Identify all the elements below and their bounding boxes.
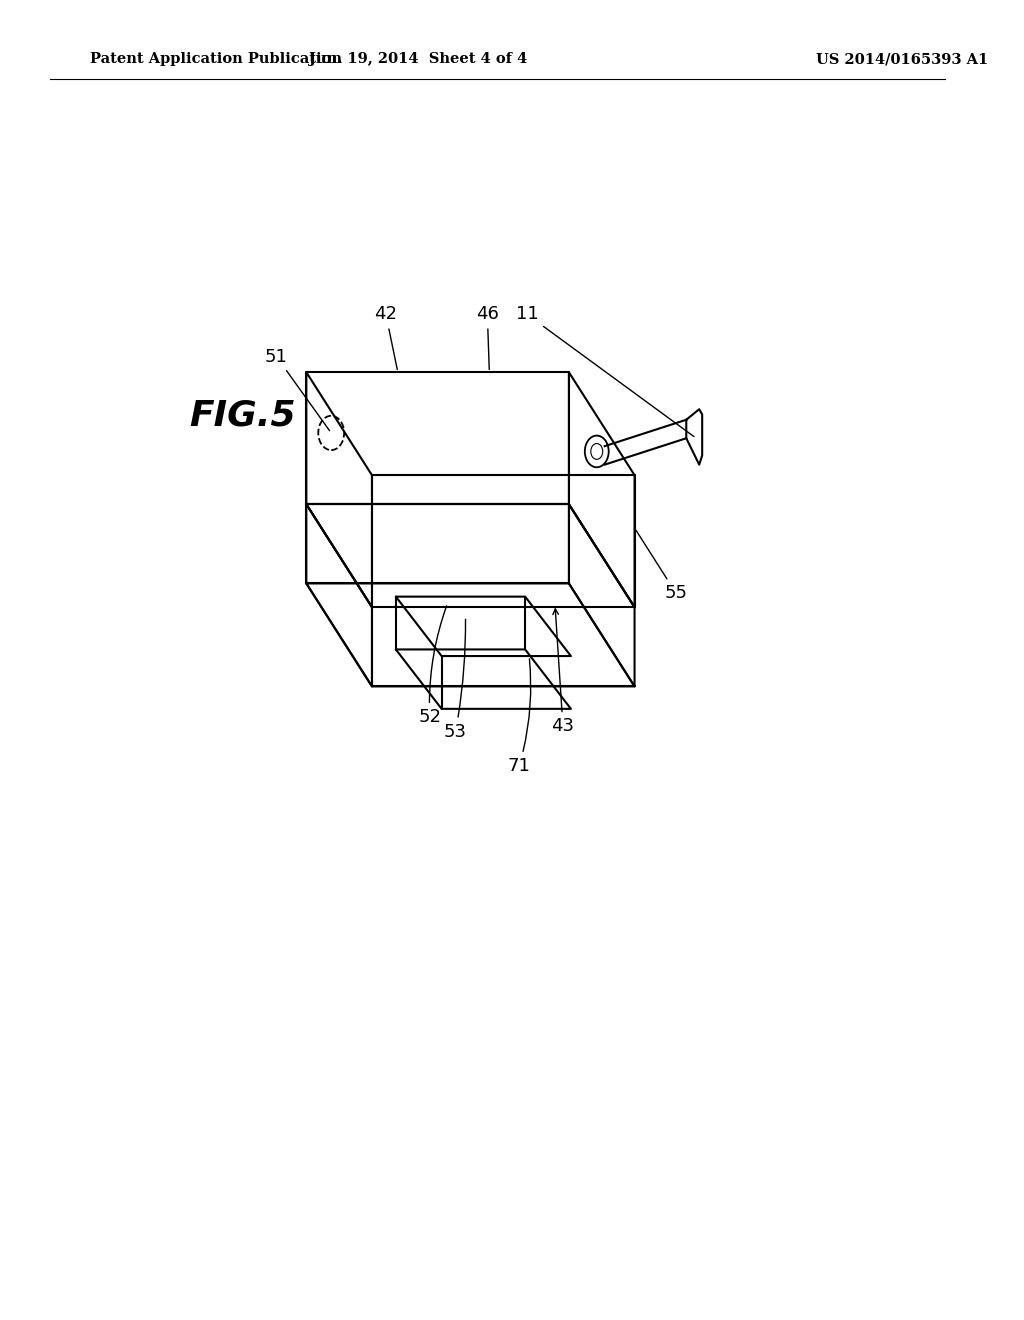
- Text: Jun. 19, 2014  Sheet 4 of 4: Jun. 19, 2014 Sheet 4 of 4: [308, 53, 527, 66]
- Text: 55: 55: [636, 531, 687, 602]
- Text: Patent Application Publication: Patent Application Publication: [89, 53, 342, 66]
- Text: 51: 51: [265, 347, 330, 430]
- Text: 11: 11: [516, 305, 694, 437]
- Text: FIG.5: FIG.5: [189, 399, 296, 433]
- Text: US 2014/0165393 A1: US 2014/0165393 A1: [815, 53, 988, 66]
- Text: 71: 71: [508, 659, 530, 775]
- Text: 43: 43: [552, 609, 574, 735]
- Text: 46: 46: [476, 305, 499, 370]
- Text: 42: 42: [375, 305, 397, 370]
- Text: 52: 52: [418, 606, 446, 726]
- Text: 53: 53: [444, 619, 467, 741]
